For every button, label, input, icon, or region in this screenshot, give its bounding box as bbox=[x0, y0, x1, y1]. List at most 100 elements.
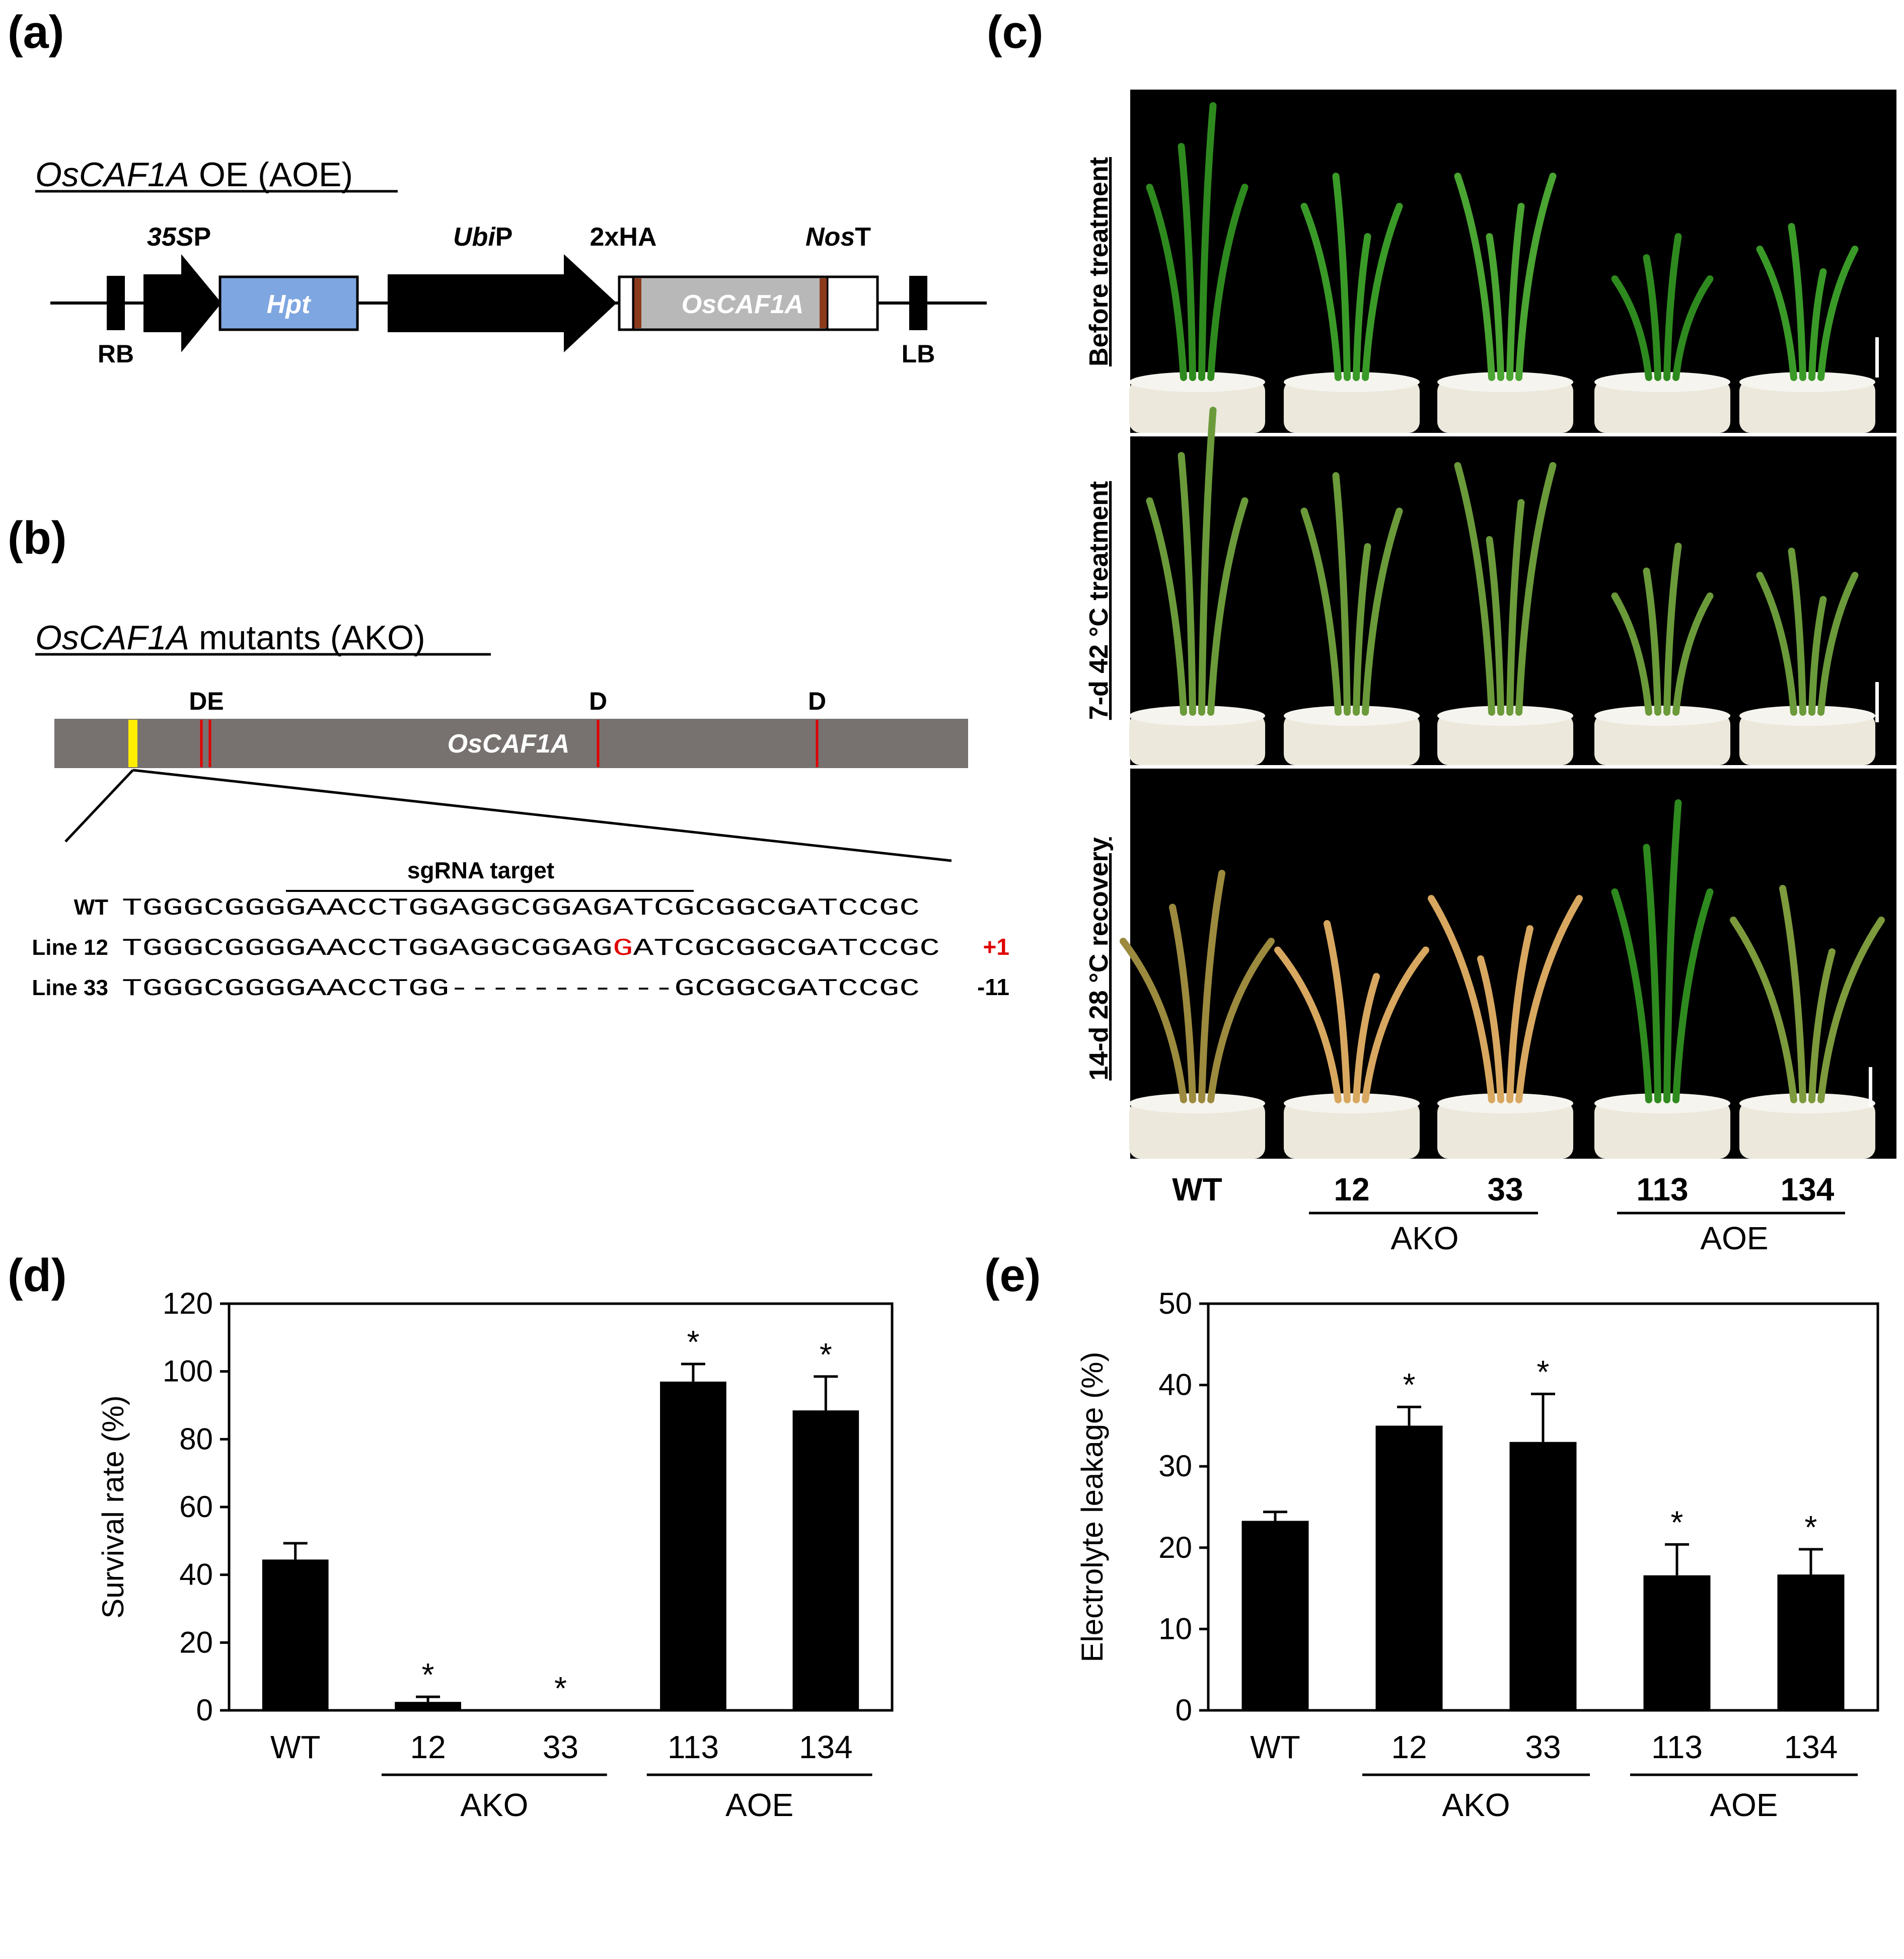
left-border-label: LB bbox=[902, 340, 935, 368]
leaf-r2-p4-2 bbox=[1808, 948, 1836, 1103]
pot-rim-r0-2 bbox=[1437, 372, 1573, 392]
pot-rim-r2-2 bbox=[1437, 1093, 1573, 1113]
leaf-r1-p4-1 bbox=[1788, 548, 1806, 716]
pot-r1-0 bbox=[1129, 714, 1265, 765]
promoter-ubi-arrow bbox=[388, 254, 617, 352]
ha-tag-label: 2xHA bbox=[590, 222, 657, 252]
oscaf1a-label: OsCAF1A bbox=[682, 290, 804, 319]
leaf-r2-p3-1 bbox=[1643, 844, 1661, 1103]
pot-r0-2 bbox=[1437, 380, 1573, 433]
pot-r0-0 bbox=[1129, 380, 1265, 433]
leaf-r1-p4-0 bbox=[1756, 572, 1797, 716]
leaf-r1-p0-0 bbox=[1146, 497, 1187, 716]
panel-a-label: (a) bbox=[8, 7, 64, 58]
promoter-35s-arrow bbox=[143, 254, 222, 352]
y-tick-label: 60 bbox=[179, 1490, 213, 1524]
leaf-r2-p1-1 bbox=[1324, 920, 1351, 1103]
pot-r1-4 bbox=[1739, 714, 1875, 765]
y-tick-label: 50 bbox=[1158, 1287, 1192, 1320]
pot-rim-r2-1 bbox=[1284, 1093, 1420, 1113]
leaf-r0-p2-3 bbox=[1515, 173, 1557, 381]
row-label-recovery: 14-d 28 °C recovery bbox=[1084, 837, 1114, 1080]
leaf-r2-p0-2 bbox=[1198, 870, 1225, 1103]
leaf-r0-p2-1 bbox=[1486, 233, 1504, 381]
x-label-113: 113 bbox=[668, 1729, 719, 1765]
significance-star-134: * bbox=[820, 1336, 832, 1373]
seq-label-line33: Line 33 bbox=[32, 975, 108, 1000]
group-label-AKO: AKO bbox=[1442, 1787, 1510, 1823]
site-label-d1: D bbox=[589, 687, 607, 715]
leaf-r0-p1-0 bbox=[1300, 203, 1342, 381]
leaf-r0-p1-1 bbox=[1332, 173, 1351, 381]
leaf-r1-p3-3 bbox=[1672, 592, 1714, 716]
leaf-r1-p0-1 bbox=[1178, 452, 1196, 716]
significance-star-12: * bbox=[1403, 1367, 1416, 1403]
panel-c: (c) Before treatment 7-d 42 °C treatment… bbox=[987, 7, 1896, 1256]
leaf-r0-p0-3 bbox=[1207, 184, 1249, 381]
leaf-r0-p2-0 bbox=[1454, 173, 1495, 381]
leaf-r1-p3-1 bbox=[1643, 567, 1661, 716]
significance-star-33: * bbox=[554, 1670, 567, 1706]
site-label-d2: D bbox=[808, 687, 826, 715]
leaf-r1-p2-1 bbox=[1486, 536, 1504, 716]
seq-label-wt: WT bbox=[74, 895, 109, 920]
leaf-r1-p2-0 bbox=[1454, 462, 1495, 716]
pot-rim-r1-4 bbox=[1739, 706, 1875, 726]
photo-group-aoe: AOE bbox=[1700, 1220, 1768, 1256]
photo-group-ako: AKO bbox=[1390, 1220, 1458, 1256]
pot-rim-r1-1 bbox=[1284, 706, 1420, 726]
panel-b: (b) OsCAF1A mutants (AKO) DE D D OsCAF1A… bbox=[8, 512, 1009, 1003]
leaf-r2-p2-2 bbox=[1506, 925, 1533, 1103]
pot-layer bbox=[1129, 372, 1875, 1159]
gene-model-label: OsCAF1A bbox=[448, 729, 570, 759]
photo-geno-33: 33 bbox=[1487, 1171, 1523, 1208]
bar-113 bbox=[1643, 1575, 1711, 1710]
zoom-line-left bbox=[64, 769, 134, 843]
panel-e-label: (e) bbox=[984, 1250, 1041, 1301]
pot-r0-1 bbox=[1284, 380, 1420, 433]
pot-rim-r2-0 bbox=[1129, 1093, 1265, 1113]
line33-change: -11 bbox=[977, 974, 1009, 1000]
photo-geno-113: 113 bbox=[1636, 1171, 1688, 1208]
leaf-r2-p2-0 bbox=[1428, 895, 1495, 1103]
y-axis-label: Survival rate (%) bbox=[96, 1395, 130, 1618]
leaf-r2-p1-0 bbox=[1274, 946, 1342, 1103]
pot-r2-1 bbox=[1284, 1101, 1420, 1159]
leaf-r2-p4-1 bbox=[1779, 885, 1806, 1103]
y-tick-label: 20 bbox=[1158, 1531, 1192, 1564]
pot-r2-3 bbox=[1594, 1101, 1730, 1159]
panel-d-label: (d) bbox=[8, 1250, 66, 1301]
seq-line33: TGGGCGGGGAACCTGG-----------GCGGCGATCCGC bbox=[122, 975, 920, 1003]
group-label-AKO: AKO bbox=[460, 1787, 528, 1823]
oscaf1a-box bbox=[632, 275, 829, 331]
pot-r0-4 bbox=[1739, 380, 1875, 433]
leaf-r0-p3-0 bbox=[1611, 275, 1652, 381]
leaf-r2-p0-1 bbox=[1169, 903, 1196, 1103]
pot-r1-1 bbox=[1284, 714, 1420, 765]
bar-WT bbox=[262, 1559, 329, 1710]
x-label-33: 33 bbox=[1525, 1729, 1561, 1765]
leaf-r1-p3-0 bbox=[1611, 592, 1652, 716]
leaf-r0-p0-1 bbox=[1178, 143, 1196, 381]
pot-rim-r2-3 bbox=[1594, 1093, 1730, 1113]
pot-rim-r0-1 bbox=[1284, 372, 1420, 392]
y-tick-label: 40 bbox=[1158, 1368, 1192, 1402]
row-label-before: Before treatment bbox=[1084, 157, 1114, 366]
leaf-r2-p3-3 bbox=[1672, 888, 1714, 1103]
plant-layer bbox=[1120, 102, 1885, 1103]
bar-134 bbox=[792, 1410, 859, 1710]
ha-tag-bar-left bbox=[634, 278, 641, 328]
pot-rim-r1-3 bbox=[1594, 706, 1730, 726]
leaf-r1-p1-1 bbox=[1332, 472, 1351, 716]
promoter-ubi-label: UbiP bbox=[453, 222, 512, 252]
leaf-r0-p3-3 bbox=[1672, 275, 1714, 381]
scale-bar-1 bbox=[1875, 337, 1879, 378]
leaf-r1-p4-2 bbox=[1808, 596, 1827, 716]
group-label-AOE: AOE bbox=[1710, 1787, 1778, 1823]
bar-113 bbox=[660, 1381, 726, 1710]
leaf-r0-p0-0 bbox=[1146, 184, 1187, 381]
ha-tag-bar-right bbox=[820, 278, 827, 328]
site-label-de: DE bbox=[189, 687, 224, 715]
y-tick-label: 100 bbox=[163, 1354, 213, 1388]
photo-geno-wt: WT bbox=[1172, 1171, 1222, 1208]
